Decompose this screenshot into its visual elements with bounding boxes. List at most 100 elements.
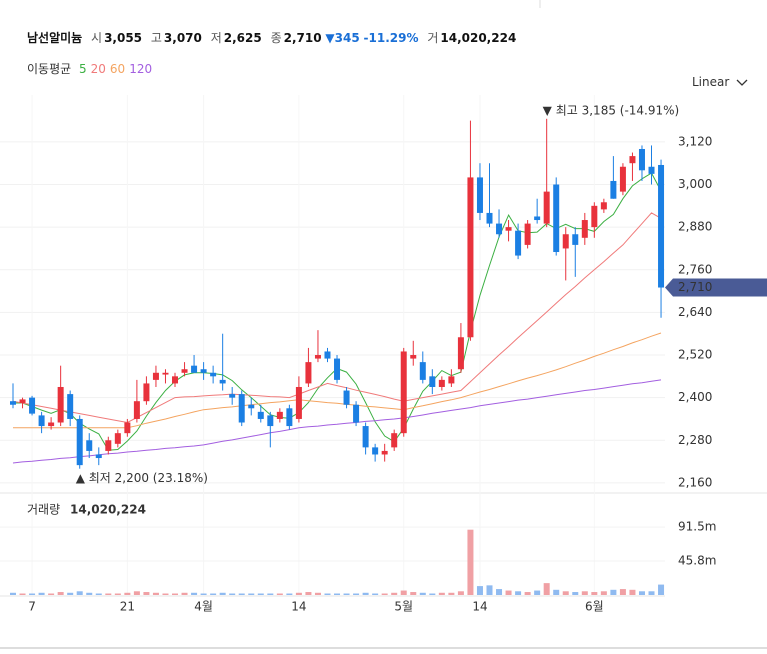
volume-bar: [515, 591, 522, 595]
scale-mode[interactable]: Linear: [692, 75, 730, 89]
candle-body: [324, 351, 331, 359]
volume-bar: [86, 592, 93, 595]
volume-bar: [534, 590, 541, 595]
ma-line: [12, 379, 662, 464]
candle-body: [314, 355, 321, 359]
volume-bar: [372, 593, 379, 595]
candle-body: [457, 337, 464, 370]
volume-bar: [448, 592, 455, 595]
candle-body: [219, 379, 226, 384]
candle-body: [353, 404, 360, 423]
candle-body: [57, 386, 64, 423]
candle-body: [429, 376, 436, 387]
y-tick-label: 2,760: [678, 262, 712, 276]
x-tick-label: 7: [28, 600, 36, 614]
scale-dropdown[interactable]: Linear: [692, 75, 748, 89]
volume-bar: [143, 592, 150, 595]
volume-bar: [105, 593, 112, 595]
volume-bar: [286, 593, 293, 595]
candle-body: [515, 230, 522, 256]
ma-line: [13, 172, 662, 451]
candle-body: [572, 234, 579, 245]
volume-bar: [267, 593, 274, 595]
x-tick-label: 6월: [585, 600, 604, 614]
volume-bar: [10, 592, 16, 595]
volume-bar: [543, 583, 550, 595]
volume-bar: [648, 591, 655, 595]
volume-bar: [391, 592, 398, 595]
volume-title: 거래량: [27, 503, 60, 517]
volume-bar: [353, 593, 360, 595]
volume-bar: [257, 593, 264, 595]
volume-bar: [572, 592, 579, 595]
candle-body: [95, 454, 102, 459]
volume-bar: [162, 593, 169, 595]
volume-bar: [276, 593, 283, 595]
volume-bar: [133, 591, 140, 595]
volume-bar: [562, 591, 569, 595]
volume-bar: [524, 592, 531, 595]
candle-body: [381, 450, 388, 455]
volume-total: 14,020,224: [70, 503, 146, 517]
y-tick-label: 2,520: [678, 348, 712, 362]
change-pct: -11.29%: [363, 31, 419, 45]
candle-body: [648, 166, 655, 174]
volume-bar: [343, 593, 350, 595]
volume-bar: [152, 592, 159, 595]
close-value: 2,710: [283, 31, 322, 45]
candle-body: [334, 358, 341, 380]
volume-bar: [419, 592, 426, 595]
legend-entry: 5: [79, 62, 87, 76]
candle-body: [534, 216, 541, 221]
volume-bar: [638, 591, 645, 595]
low-label: 저: [210, 31, 222, 45]
candle-body: [191, 365, 198, 373]
candle-body: [29, 397, 36, 414]
candle-body: [362, 426, 369, 448]
candle-body: [419, 362, 426, 380]
chevron[interactable]: [736, 77, 748, 87]
candle-body: [438, 379, 445, 387]
volume-bar: [48, 593, 55, 595]
y-tick-label: 2,160: [678, 475, 712, 489]
candle-body: [19, 399, 26, 403]
legend-entry: 60: [109, 62, 126, 76]
x-tick-label: 4월: [194, 600, 213, 614]
legend-entry: 20: [90, 62, 106, 76]
candle-body: [257, 411, 264, 419]
last-price-tag: [665, 278, 767, 297]
volume-bar: [95, 593, 102, 595]
volume-bar: [181, 592, 188, 595]
candle-body: [638, 148, 645, 171]
x-tick-label: 21: [120, 600, 135, 614]
volume-bar: [581, 591, 588, 595]
volume-bar: [429, 593, 436, 595]
volume-bar: [248, 593, 255, 595]
volume-label: 거: [427, 31, 439, 45]
volume-bar: [19, 593, 26, 595]
high-annotation: ▼ 최고 3,185 (-14.91%): [543, 103, 680, 117]
candle-body: [38, 415, 45, 427]
volume-bar: [305, 592, 312, 595]
volume-bar: [76, 591, 83, 595]
volume-bar: [67, 592, 74, 595]
volume-bar: [600, 591, 607, 595]
y-tick-label: 2,280: [678, 433, 712, 447]
volume-bar: [57, 592, 64, 595]
candle-body: [105, 440, 112, 451]
volume-bar: [210, 593, 217, 595]
candle-body: [248, 404, 255, 409]
candle-body: [658, 164, 665, 288]
volume-bar: [172, 593, 179, 595]
candle-body: [600, 202, 607, 210]
candle-body: [162, 372, 169, 375]
candle-body: [76, 418, 83, 466]
stock-name: 남선알미늄: [27, 31, 83, 45]
candle-body: [295, 386, 302, 419]
candle-body: [276, 411, 283, 419]
candle-body: [152, 372, 159, 380]
y-tick-label: 3,120: [678, 134, 712, 148]
volume-bar: [314, 592, 321, 595]
candle-body: [210, 372, 217, 377]
